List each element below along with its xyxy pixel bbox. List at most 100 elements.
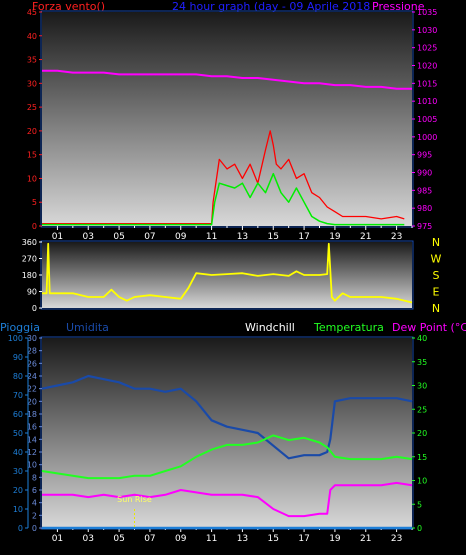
temperature-axis-y-tick-label: 40 bbox=[417, 334, 427, 343]
pressure-axis-y-tick-label: 1015 bbox=[417, 79, 437, 88]
humidity-axis-y-tick-label: 0 bbox=[32, 524, 37, 533]
temp-panel-x-tick-label: 23 bbox=[391, 534, 402, 544]
humidity-axis-y-tick-label: 26 bbox=[27, 359, 37, 368]
compass-label: W bbox=[431, 253, 442, 266]
wind-axis-label: Forza vento() bbox=[32, 0, 105, 13]
wind-axis-y-tick-label: 20 bbox=[27, 127, 37, 136]
temperature-axis-y-tick-label: 15 bbox=[417, 453, 427, 462]
pressure-axis-y-tick-label: 990 bbox=[417, 169, 432, 178]
pressure-axis-y-tick-label: 1025 bbox=[417, 44, 437, 53]
temp-panel-x-tick-label: 09 bbox=[175, 534, 187, 544]
temp-panel-x-tick-label: 19 bbox=[329, 534, 341, 544]
wind-panel-x-tick-label: 17 bbox=[298, 232, 309, 242]
temp-panel-plot-area bbox=[42, 338, 412, 528]
legend-dew-point: Dew Point (°C) bbox=[392, 321, 466, 334]
temp-panel-x-tick-label: 07 bbox=[144, 534, 155, 544]
compass-label: E bbox=[433, 286, 440, 299]
sunrise-label: Sun Rise bbox=[117, 495, 152, 504]
wind-panel-x-tick-label: 19 bbox=[329, 232, 341, 242]
temperature-axis-y-tick-label: 20 bbox=[417, 429, 427, 438]
humidity-axis-y-tick-label: 10 bbox=[27, 461, 37, 470]
rain-axis-y-tick-label: 50 bbox=[13, 429, 23, 438]
humidity-axis-y-tick-label: 20 bbox=[27, 397, 37, 406]
pressure-axis-y-tick-label: 975 bbox=[417, 222, 432, 231]
wind-axis-y-tick-label: 5 bbox=[32, 198, 37, 207]
humidity-axis-y-tick-label: 18 bbox=[27, 410, 37, 419]
temperature-axis-y-tick-label: 0 bbox=[417, 524, 422, 533]
wind-panel-x-tick-label: 21 bbox=[360, 232, 371, 242]
legend-humidity: Umidita bbox=[66, 321, 109, 334]
temp-panel-x-tick-label: 13 bbox=[237, 534, 248, 544]
temp-panel-x-tick-label: 17 bbox=[298, 534, 309, 544]
rain-axis-y-tick-label: 70 bbox=[13, 391, 23, 400]
humidity-axis-y-tick-label: 30 bbox=[27, 334, 37, 343]
humidity-axis-y-tick-label: 4 bbox=[32, 499, 37, 508]
wind-panel-x-tick-label: 03 bbox=[83, 232, 94, 242]
pressure-axis-y-tick-label: 980 bbox=[417, 204, 432, 213]
wind-panel-x-tick-label: 07 bbox=[144, 232, 155, 242]
wind-panel-x-tick-label: 15 bbox=[268, 232, 279, 242]
humidity-axis-y-tick-label: 24 bbox=[27, 372, 37, 381]
wind-panel-x-tick-label: 23 bbox=[391, 232, 402, 242]
pressure-axis-y-tick-label: 995 bbox=[417, 151, 432, 160]
wind-panel-x-tick-label: 09 bbox=[175, 232, 187, 242]
legend-windchill: Windchill bbox=[245, 321, 295, 334]
wind-gust-line bbox=[42, 172, 405, 226]
rain-axis-y-tick-label: 80 bbox=[13, 372, 23, 381]
humidity-axis-y-tick-label: 12 bbox=[27, 448, 37, 457]
legend-temperature: Temperatura bbox=[313, 321, 384, 334]
pressure-axis-y-tick-label: 1010 bbox=[417, 97, 437, 106]
pressure-axis-y-tick-label: 1030 bbox=[417, 26, 437, 35]
wind-axis-y-tick-label: 15 bbox=[27, 151, 37, 160]
legend-rain: Pioggia bbox=[0, 321, 40, 334]
temperature-axis-y-tick-label: 25 bbox=[417, 405, 427, 414]
temp-panel-x-tick-label: 21 bbox=[360, 534, 371, 544]
pressure-line bbox=[42, 69, 412, 90]
compass-label: S bbox=[433, 269, 440, 282]
humidity-line bbox=[41, 374, 413, 460]
temp-panel-x-tick-label: 15 bbox=[268, 534, 279, 544]
temp-panel-x-tick-label: 03 bbox=[83, 534, 94, 544]
temperature-axis-y-tick-label: 10 bbox=[417, 477, 427, 486]
temp-panel-x-tick-label: 05 bbox=[113, 534, 124, 544]
dew-point-line bbox=[42, 481, 413, 518]
wind-axis-y-tick-label: 30 bbox=[27, 79, 37, 88]
temperature-axis-y-tick-label: 35 bbox=[417, 358, 427, 367]
wind-axis-y-tick-label: 35 bbox=[27, 56, 37, 65]
temp-panel-x-tick-label: 11 bbox=[206, 534, 217, 544]
compass-label: N bbox=[432, 236, 440, 249]
chart-title: 24 hour graph (day - 09 Aprile 2018 bbox=[172, 0, 370, 13]
wind-axis-y-tick-label: 25 bbox=[27, 103, 37, 112]
rain-axis-y-tick-label: 20 bbox=[13, 486, 23, 495]
wind-panel-x-tick-label: 11 bbox=[206, 232, 217, 242]
rain-axis-y-tick-label: 0 bbox=[18, 524, 23, 533]
pressure-axis-y-tick-label: 1005 bbox=[417, 115, 437, 124]
direction-axis-y-tick-label: 180 bbox=[22, 271, 37, 280]
rain-axis-y-tick-label: 100 bbox=[8, 334, 23, 343]
wind-axis-y-tick-label: 40 bbox=[27, 32, 37, 41]
temperature-line bbox=[41, 434, 413, 480]
wind-axis-y-tick-label: 45 bbox=[27, 8, 37, 17]
humidity-axis-y-tick-label: 22 bbox=[27, 385, 37, 394]
wind-axis-y-tick-label: 10 bbox=[27, 174, 37, 183]
rain-axis-y-tick-label: 60 bbox=[13, 410, 23, 419]
direction-axis-y-tick-label: 0 bbox=[32, 304, 37, 313]
wind-panel-plot-area bbox=[42, 12, 412, 226]
pressure-axis-label: Pressione bbox=[372, 0, 425, 13]
rain-axis-y-tick-label: 90 bbox=[13, 353, 23, 362]
rain-axis-y-tick-label: 30 bbox=[13, 467, 23, 476]
wind-axis-y-tick-label: 0 bbox=[32, 222, 37, 231]
humidity-axis-y-tick-label: 28 bbox=[27, 347, 37, 356]
wind-direction-line bbox=[42, 242, 413, 304]
humidity-axis-y-tick-label: 14 bbox=[27, 435, 37, 444]
rain-axis-y-tick-label: 10 bbox=[13, 505, 23, 514]
wind-speed-line bbox=[42, 130, 405, 225]
humidity-axis-y-tick-label: 6 bbox=[32, 486, 37, 495]
direction-axis-y-tick-label: 270 bbox=[22, 255, 37, 264]
temperature-axis-y-tick-label: 30 bbox=[417, 382, 427, 391]
pressure-axis-y-tick-label: 1000 bbox=[417, 133, 437, 142]
wind-panel-x-tick-label: 05 bbox=[113, 232, 124, 242]
rain-axis-y-tick-label: 40 bbox=[13, 448, 23, 457]
